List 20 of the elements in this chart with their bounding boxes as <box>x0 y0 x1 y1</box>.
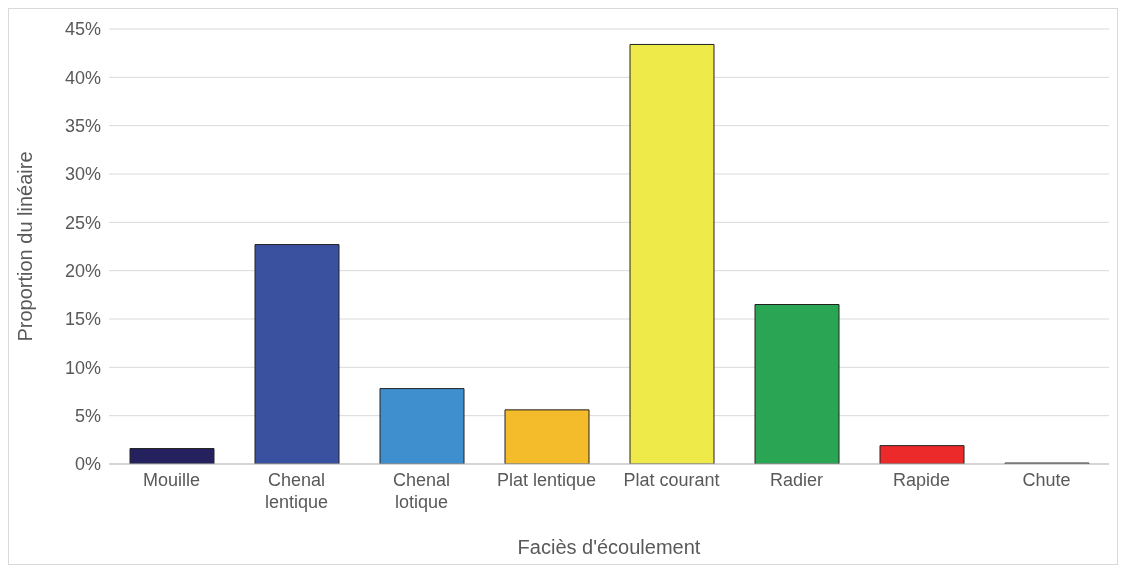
x-tick-label: Chute <box>1022 470 1071 490</box>
x-tick-label: Plat courant <box>623 470 720 490</box>
x-tick-label: Plat lentique <box>496 470 597 490</box>
y-tick-label: 35% <box>64 116 101 137</box>
y-tick-label: 25% <box>64 212 101 233</box>
y-tick-label: 30% <box>64 164 101 185</box>
y-tick-label: 40% <box>64 67 101 88</box>
y-tick-label: 10% <box>64 357 101 378</box>
x-tick-label: Chenal lentique <box>264 470 329 512</box>
y-tick-label: 5% <box>74 406 101 427</box>
y-tick-label: 45% <box>64 19 101 40</box>
x-axis-title: Faciès d'écoulement <box>517 536 701 558</box>
y-axis-title: Proportion du linéaire <box>14 151 37 342</box>
y-tick-label: 0% <box>74 454 101 475</box>
y-tick-label: 20% <box>64 261 101 282</box>
x-tick-label: Mouille <box>142 470 201 490</box>
x-tick-label: Rapide <box>892 470 951 490</box>
x-tick-label: Radier <box>769 470 824 490</box>
y-tick-label: 15% <box>64 309 101 330</box>
x-tick-label: Chenal lotique <box>392 470 451 512</box>
